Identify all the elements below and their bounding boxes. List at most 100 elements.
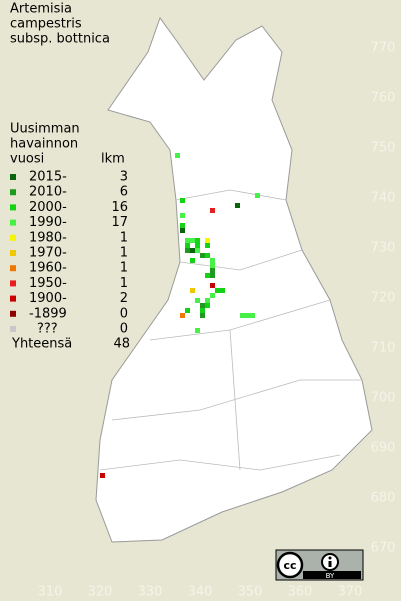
legend-label: 1950- [29,276,67,291]
observation-square [180,213,185,218]
legend-label: 1980- [29,230,67,245]
y-tick-label: 750 [371,141,396,156]
observation-square [190,248,195,253]
x-tick-label: 340 [188,585,213,600]
observation-square [185,248,190,253]
observation-square [195,248,200,253]
legend-swatch [10,326,16,332]
legend-label: 1970- [29,246,67,261]
observation-square [205,253,210,258]
coordinate-ticks: 310 320 330 340 350 360 3706706806907007107207… [38,41,396,600]
observation-square [180,223,185,228]
y-tick-label: 690 [371,441,396,456]
observation-square [240,313,245,318]
legend-count: 17 [111,215,128,230]
legend-swatch [10,280,16,287]
country-outline [95,16,373,543]
legend-label: 1900- [29,291,67,306]
observation-square [255,193,260,198]
observation-square [210,263,215,268]
legend-label: 1960- [29,261,67,276]
legend-count: 1 [120,261,128,276]
legend-count: 2 [120,291,128,306]
region-borders [99,189,362,471]
observation-square [195,298,200,303]
observation-square [210,273,215,278]
legend-count: 1 [120,246,128,261]
observation-square [100,473,105,478]
legend-label: 2000- [29,200,67,215]
x-tick-label: 360 [288,585,313,600]
y-tick-label: 740 [371,191,396,206]
legend-count: 0 [120,306,128,321]
legend-count: 1 [120,230,128,245]
x-tick-label: 350 [238,585,263,600]
legend-count: 1 [120,276,128,291]
observation-square [250,313,255,318]
legend-label: 2015- [29,170,67,185]
observation-square [235,203,240,208]
legend-header: Uusimman [10,122,80,137]
y-tick-label: 670 [371,541,396,556]
legend-count: 0 [120,322,128,337]
y-tick-label: 720 [371,291,396,306]
legend-label: 1990- [29,215,67,230]
y-tick-label: 730 [371,241,396,256]
observation-square [205,238,210,243]
license-label: BY [326,572,335,580]
legend-swatch [10,234,16,241]
title-line: subsp. bottnica [10,32,110,47]
legend-label: ??? [37,322,58,337]
observation-square [190,288,195,293]
legend-total-label: Yhteensä [11,337,72,352]
observation-square [195,238,200,243]
observation-square [180,228,185,233]
x-tick-label: 330 [138,585,163,600]
legend-swatch [10,174,16,180]
observation-square [190,238,195,243]
x-tick-label: 320 [88,585,113,600]
observation-squares [100,153,260,478]
legend-label: 2010- [29,185,67,200]
legend-swatch [10,219,16,226]
legend-total: 48 [113,337,130,352]
observation-square [210,293,215,298]
observation-square [245,313,250,318]
y-tick-label: 760 [371,91,396,106]
observation-square [195,328,200,333]
legend-label: -1899 [29,306,67,321]
observation-square [185,308,190,313]
x-tick-label: 310 [38,585,63,600]
observation-square [205,243,210,248]
observation-square [210,268,215,273]
legend-swatch [10,265,16,272]
legend-count: 16 [111,200,128,215]
y-tick-label: 710 [371,341,396,356]
legend-swatch [10,204,16,211]
legend-swatch [10,310,16,317]
observation-square [175,153,180,158]
y-tick-label: 770 [371,41,396,56]
observation-square [185,243,190,248]
y-tick-label: 680 [371,491,396,506]
observation-square [190,258,195,263]
observation-square [220,288,225,293]
observation-square [205,303,210,308]
observation-square [210,208,215,213]
observation-square [180,198,185,203]
svg-text:cc: cc [283,559,296,572]
license-badge: cc BY [275,549,364,581]
observation-square [210,283,215,288]
observation-square [195,243,200,248]
legend-count-header: lkm [101,152,125,167]
observation-square [185,238,190,243]
legend-count: 6 [120,185,128,200]
legend-swatch [10,295,16,302]
legend-swatch [10,250,16,256]
observation-square [205,273,210,278]
legend-swatch [10,189,16,196]
x-tick-label: 370 [338,585,363,600]
